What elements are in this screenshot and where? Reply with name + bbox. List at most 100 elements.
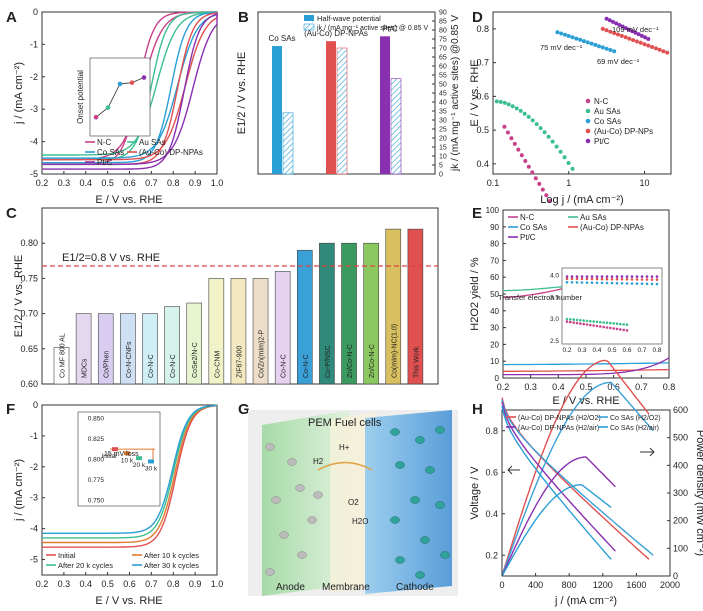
panel-g-h2-molecule (287, 458, 297, 466)
panel-e-inset-point (592, 320, 595, 323)
panel-letter-e: E (472, 205, 482, 222)
panel-c-bar (363, 242, 379, 385)
panel-e-inset-point (572, 318, 575, 321)
panel-e-inset-point (619, 322, 622, 326)
panel-e-inset-point (600, 281, 604, 285)
panel-c-bar-label: Co MF 800 AL (60, 333, 67, 378)
panel-d-point-ptc (623, 26, 628, 31)
panel-e-inset-point (580, 281, 584, 284)
panel-h-ytick-right-label: 0 (673, 571, 678, 581)
panel-e-inset-point (582, 322, 585, 326)
panel-f-curve-1 (42, 405, 218, 548)
panel-b-legend-1: Half-wave potential (317, 14, 381, 23)
panel-b-ytick-right-label: 40 (439, 100, 447, 107)
panel-h-xtick-label: 800 (562, 580, 577, 590)
panel-g-h2-molecule (307, 516, 317, 524)
panel-d-point-auco (604, 28, 609, 33)
panel-a-xtick-label: 1.0 (211, 178, 224, 188)
panel-letter-d: D (472, 9, 483, 26)
panel-e-inset-point (655, 278, 659, 281)
panel-a-xtick-label: 0.4 (79, 178, 92, 188)
panel-g-cathode-layer (365, 410, 452, 594)
panel-d-frame (492, 11, 672, 175)
panel-e-inset-point (625, 329, 629, 332)
panel-d-point-co (589, 41, 594, 46)
panel-e-inset-point (610, 275, 614, 278)
panel-d-point-auco (612, 31, 617, 36)
panel-f-inset-frame (77, 411, 161, 507)
panel-c-bar (341, 242, 357, 385)
panel-b-ytick-right-label: 80 (439, 28, 447, 35)
panel-e-inset-ylabel: Transfer electron number (498, 293, 582, 302)
panel-e-xtick-label: 0.4 (552, 382, 565, 392)
panel-e-inset-point (595, 275, 599, 278)
panel-d-legend-label: Au SAs (594, 107, 621, 116)
panel-b-bar-e-half (326, 41, 336, 174)
panel-e-inset-point (599, 325, 602, 328)
panel-g-h2-molecule (297, 551, 307, 559)
panel-e-inset-point (595, 324, 599, 328)
panel-e-inset-ytick-label: 4.0 (550, 272, 559, 279)
panel-e-inset-point (635, 282, 639, 285)
panel-d-point-co (597, 44, 601, 49)
panel-a-xtick-label: 0.6 (123, 178, 136, 188)
panel-a-xtick-label: 0.5 (101, 178, 114, 188)
panel-g-h2-molecule (313, 491, 323, 499)
panel-f-ylabel: j / (mA cm⁻²) (13, 459, 25, 522)
panel-e-inset-point (570, 277, 574, 281)
panel-h-ytick-right-label: 200 (673, 516, 688, 526)
panel-d-point-ptc (646, 37, 651, 41)
panel-e-inset-point (605, 277, 609, 281)
panel-d-point-ptc (607, 18, 612, 23)
panel-e-ytick-label: 0 (495, 374, 500, 383)
panel-c-bar-label: Zn/Co-N-C (369, 344, 376, 378)
panel-a-xtick-label: 0.7 (145, 178, 158, 188)
panel-h-legend-label: Co SAs (H2/air) (610, 425, 659, 432)
panel-g-catalyst-particle (415, 436, 425, 444)
panel-e-inset-point (575, 321, 579, 325)
panel-e-inset-xtick-label: 0.3 (577, 347, 586, 354)
panel-d-point-auco (600, 26, 605, 31)
panel-h-ytick-left-label: 0.8 (485, 426, 498, 436)
panel-f-stability-chart: 0.2 0.3 0.4 0.5 0.6 0.7 0.8 0.9 1.0 0 -1 -2 -3 -4 -5 E… (13, 400, 223, 607)
panel-f-inset-label: 10 k (121, 457, 134, 464)
panel-h-right-arrow (640, 447, 655, 457)
panel-g-catalyst-particle (420, 536, 430, 544)
panel-c-bar-label: Co-P/NSC (325, 345, 332, 378)
panel-h-power-curve-3 (501, 456, 616, 577)
panel-e-xlabel: E / V vs. RHE (552, 395, 619, 407)
panel-e-inset-point (625, 282, 629, 285)
panel-e-inset-ytick-label: 2.5 (550, 338, 559, 345)
panel-d-point-ptc (620, 24, 625, 29)
panel-e-inset-point (622, 328, 625, 332)
panel-e-inset-point (640, 282, 644, 286)
panel-e-inset-point (612, 327, 615, 330)
panel-d-point-co (563, 32, 567, 37)
panel-d-ytick-label: 0.5 (476, 125, 489, 135)
panel-f-legend-label: Initial (58, 551, 76, 560)
panel-d-point-auco (634, 39, 639, 44)
panel-e-ytick-label: 70 (490, 256, 499, 265)
panel-d-point-au (526, 114, 531, 119)
panel-e-xtick-label: 0.7 (635, 382, 648, 392)
panel-a-inset-frame (89, 57, 151, 137)
panel-d-point-auco (638, 40, 643, 45)
panel-b-ytick-right-label: 70 (439, 46, 447, 53)
panel-c-bar-label: Co-N-C (281, 354, 288, 378)
panel-f-xtick-label: 0.6 (123, 579, 136, 589)
panel-e-inset-point (625, 275, 629, 278)
panel-c-bar-label: ZIF67-900 (236, 346, 243, 378)
panel-h-ytick-left-label: 0.4 (485, 509, 498, 519)
panel-h-ytick-right-label: 500 (673, 433, 688, 443)
panel-a-inset-point (141, 75, 147, 80)
panel-g-catalyst-particle (390, 428, 400, 436)
panel-d-ytick-label: 0.6 (476, 91, 489, 101)
panel-a-xtick-label: 0.8 (167, 178, 180, 188)
panel-f-xtick-label: 0.8 (167, 579, 180, 589)
panel-d-point-auco (608, 29, 613, 34)
panel-c-bar (142, 313, 158, 385)
panel-d-annot-109: 109 mV dec⁻¹ (612, 25, 659, 34)
panel-d-point-au (506, 102, 511, 107)
panel-b-ytick-right-label: 65 (439, 55, 447, 62)
panel-e-inset-xtick-label: 0.2 (562, 347, 571, 354)
